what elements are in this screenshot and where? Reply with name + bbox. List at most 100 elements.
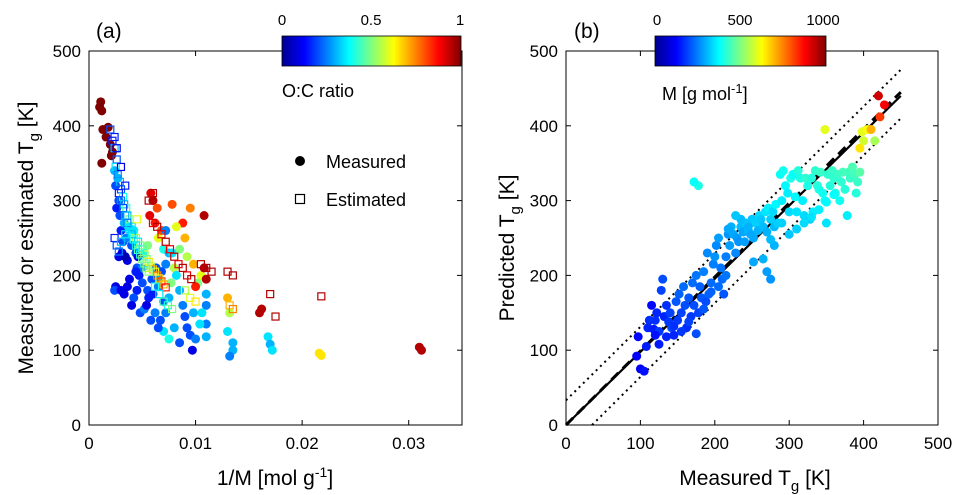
data-point-a-estimated-75: [121, 181, 130, 190]
data-point-b-0-15: [661, 300, 671, 310]
data-point-a-estimated-23: [148, 265, 158, 274]
data-points-a: [95, 97, 427, 361]
data-point-b-0-151: [814, 205, 824, 215]
data-point-b-0-149: [799, 218, 809, 228]
data-point-b-0-159: [731, 211, 741, 221]
data-point-a-0-71: [201, 289, 211, 299]
data-point-a-0-59: [178, 300, 188, 310]
colorbar-label-b: M [g mol-1]: [662, 81, 748, 104]
colorbar-tick-b-1: 500: [727, 12, 752, 29]
data-point-a-0-85: [171, 222, 181, 232]
data-point-b-0-148: [792, 224, 802, 234]
data-point-b-0-30: [689, 300, 699, 310]
data-point-a-0-57: [171, 270, 181, 280]
data-point-a-0-70: [199, 211, 209, 221]
data-point-a-estimated-84: [168, 304, 177, 314]
data-point-b-0-122: [859, 136, 869, 146]
panel-label-b: (b): [574, 20, 600, 43]
data-point-a-0-100: [110, 285, 120, 295]
data-point-b-0-85: [792, 207, 802, 217]
data-point-a-0-106: [228, 338, 238, 348]
data-point-a-0-52: [155, 315, 165, 325]
data-point-a-estimated-48: [116, 237, 126, 246]
data-point-b-0-77: [777, 196, 787, 206]
data-point-b-0-17: [665, 308, 675, 318]
y-axis-label-a: Measured or estimated Tg [K]: [15, 102, 43, 375]
data-point-a-estimated-57: [178, 263, 187, 273]
data-point-b-0-20: [671, 297, 681, 307]
data-point-a-0-113: [267, 345, 277, 355]
data-point-b-0-156: [766, 234, 776, 244]
data-point-b-0-27: [684, 293, 694, 303]
data-point-a-estimated-52: [157, 230, 166, 239]
data-point-a-0-69: [201, 274, 211, 284]
y-tick-label-b-1: 100: [530, 341, 558, 360]
data-point-a-0-122: [182, 252, 192, 262]
colorbar-tick-b-0: 0: [653, 12, 661, 29]
data-point-b-0-0: [632, 351, 642, 361]
data-point-a-estimated-34: [123, 218, 132, 228]
data-point-a-0-102: [119, 289, 129, 299]
data-point-a-estimated-71: [228, 304, 237, 314]
colorbar-tick-a-0: 0: [278, 12, 286, 29]
legend-label-measured: Measured: [326, 152, 406, 172]
x-tick-label-b-4: 400: [849, 434, 877, 453]
data-point-a-estimated-39: [133, 245, 143, 255]
data-point-a-estimated-47: [114, 247, 123, 256]
data-point-b-0-124: [866, 125, 876, 135]
data-point-a-estimated-68: [271, 312, 280, 321]
data-point-b-0-49: [725, 240, 735, 250]
data-point-b-0-127: [875, 112, 885, 122]
x-tick-label-a-1: 0.01: [179, 434, 212, 453]
data-point-b-0-44: [716, 263, 726, 273]
data-point-b-0-147: [784, 229, 794, 239]
data-point-a-0-4: [97, 158, 107, 168]
data-point-b-0-157: [743, 222, 753, 232]
data-point-a-0-34: [146, 188, 156, 198]
data-point-a-0-98: [120, 252, 130, 262]
data-point-a-0-50: [146, 315, 156, 325]
data-point-a-0-87: [161, 259, 171, 269]
data-point-b-0-142: [691, 329, 701, 339]
data-point-a-0-103: [223, 293, 233, 303]
data-point-b-0-132: [758, 254, 768, 264]
data-point-b-0-7: [647, 300, 657, 310]
data-point-b-0-99: [818, 188, 828, 198]
x-tick-label-b-0: 0: [561, 434, 570, 453]
data-point-a-0-110: [257, 304, 267, 314]
y-tick-label-a-5: 500: [53, 42, 81, 61]
data-point-a-estimated-44: [144, 267, 153, 276]
data-point-b-0-39: [706, 278, 716, 288]
y-tick-label-b-2: 200: [530, 266, 558, 285]
data-point-a-0-105: [223, 327, 233, 336]
data-point-b-0-69: [762, 227, 772, 237]
data-point-b-0-126: [873, 91, 883, 101]
data-point-a-0-123: [188, 259, 198, 269]
data-point-b-0-62: [748, 233, 758, 243]
panel-label-a: (a): [96, 20, 122, 43]
data-point-a-estimated-41: [138, 254, 147, 264]
data-point-b-0-1: [633, 332, 643, 342]
x-tick-label-b-1: 100: [626, 434, 654, 453]
data-point-a-0-56: [169, 263, 179, 273]
data-point-a-estimated-42: [140, 259, 149, 268]
data-point-a-0-119: [195, 319, 205, 329]
data-point-a-0-108: [225, 351, 235, 361]
data-point-b-0-10: [652, 308, 662, 318]
x-tick-label-a-0: 0: [84, 434, 93, 453]
x-tick-label-a-2: 0.02: [286, 434, 319, 453]
data-point-a-0-111: [263, 332, 273, 342]
data-point-a-0-79: [175, 338, 185, 348]
data-point-a-estimated-51: [153, 222, 162, 231]
y-axis-label-b: Predicted Tg [K]: [496, 175, 524, 322]
plot-area-a: [88, 50, 463, 426]
data-point-a-0-82: [175, 244, 185, 254]
data-point-b-0-78: [778, 166, 788, 176]
data-point-a-0-55: [166, 278, 176, 288]
data-point-a-estimated-67: [266, 290, 275, 299]
data-point-a-0-53: [161, 308, 171, 318]
data-point-b-0-57: [740, 237, 750, 247]
data-point-a-estimated-0: [106, 125, 115, 134]
colorbar-gradient-a: [281, 35, 462, 67]
data-point-a-0-60: [180, 312, 190, 322]
